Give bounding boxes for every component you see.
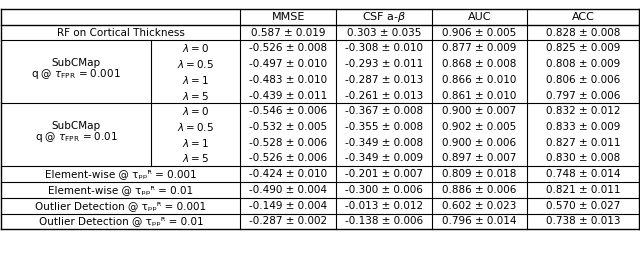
Text: 0.796 ± 0.014: 0.796 ± 0.014 [442, 216, 516, 226]
Text: $\lambda = 0$: $\lambda = 0$ [182, 105, 209, 117]
Text: -0.528 ± 0.006: -0.528 ± 0.006 [249, 138, 327, 148]
Text: Element-wise @ τₚₚᴿ = 0.001: Element-wise @ τₚₚᴿ = 0.001 [45, 169, 196, 179]
Text: -0.308 ± 0.010: -0.308 ± 0.010 [345, 43, 423, 53]
Text: $\lambda = 1$: $\lambda = 1$ [182, 74, 209, 86]
Text: -0.349 ± 0.008: -0.349 ± 0.008 [345, 138, 423, 148]
Text: 0.827 ± 0.011: 0.827 ± 0.011 [546, 138, 620, 148]
Text: 0.897 ± 0.007: 0.897 ± 0.007 [442, 154, 516, 164]
Text: -0.526 ± 0.008: -0.526 ± 0.008 [249, 43, 327, 53]
Text: $\lambda = 0.5$: $\lambda = 0.5$ [177, 58, 214, 70]
Text: 0.830 ± 0.008: 0.830 ± 0.008 [546, 154, 620, 164]
Text: 0.902 ± 0.005: 0.902 ± 0.005 [442, 122, 516, 132]
Text: 0.833 ± 0.009: 0.833 ± 0.009 [546, 122, 620, 132]
Text: SubCMap: SubCMap [52, 58, 101, 68]
Text: 0.825 ± 0.009: 0.825 ± 0.009 [546, 43, 620, 53]
Text: q @ $\tau_{\mathrm{FPR}}$ = 0.001: q @ $\tau_{\mathrm{FPR}}$ = 0.001 [31, 68, 121, 81]
Text: 0.861 ± 0.010: 0.861 ± 0.010 [442, 91, 516, 101]
Text: 0.886 ± 0.006: 0.886 ± 0.006 [442, 185, 516, 195]
Text: -0.261 ± 0.013: -0.261 ± 0.013 [344, 91, 423, 101]
Text: -0.526 ± 0.006: -0.526 ± 0.006 [249, 154, 327, 164]
Text: CSF a-$\beta$: CSF a-$\beta$ [362, 10, 406, 24]
Text: -0.439 ± 0.011: -0.439 ± 0.011 [249, 91, 327, 101]
Text: 0.868 ± 0.008: 0.868 ± 0.008 [442, 59, 516, 69]
Text: 0.808 ± 0.009: 0.808 ± 0.009 [546, 59, 620, 69]
Text: 0.821 ± 0.011: 0.821 ± 0.011 [546, 185, 620, 195]
Text: -0.201 ± 0.007: -0.201 ± 0.007 [345, 169, 423, 179]
Text: $\lambda = 1$: $\lambda = 1$ [182, 137, 209, 149]
Text: Outlier Detection @ τₚₚᴿ = 0.001: Outlier Detection @ τₚₚᴿ = 0.001 [35, 201, 207, 211]
Text: 0.738 ± 0.013: 0.738 ± 0.013 [546, 216, 620, 226]
Text: -0.287 ± 0.013: -0.287 ± 0.013 [344, 75, 423, 85]
Text: q @ $\tau_{\mathrm{FPR}}$ = 0.01: q @ $\tau_{\mathrm{FPR}}$ = 0.01 [35, 130, 118, 144]
Text: 0.602 ± 0.023: 0.602 ± 0.023 [442, 201, 516, 211]
Text: Outlier Detection @ τₚₚᴿ = 0.01: Outlier Detection @ τₚₚᴿ = 0.01 [38, 216, 203, 226]
Text: 0.906 ± 0.005: 0.906 ± 0.005 [442, 28, 516, 38]
Text: 0.828 ± 0.008: 0.828 ± 0.008 [546, 28, 620, 38]
Text: 0.797 ± 0.006: 0.797 ± 0.006 [546, 91, 620, 101]
Text: 0.877 ± 0.009: 0.877 ± 0.009 [442, 43, 516, 53]
Text: -0.349 ± 0.009: -0.349 ± 0.009 [345, 154, 423, 164]
Text: -0.424 ± 0.010: -0.424 ± 0.010 [249, 169, 327, 179]
Text: -0.355 ± 0.008: -0.355 ± 0.008 [345, 122, 423, 132]
Text: 0.866 ± 0.010: 0.866 ± 0.010 [442, 75, 516, 85]
Text: -0.497 ± 0.010: -0.497 ± 0.010 [249, 59, 327, 69]
Text: $\lambda = 0$: $\lambda = 0$ [182, 42, 209, 54]
Text: 0.303 ± 0.035: 0.303 ± 0.035 [346, 28, 421, 38]
Text: $\lambda = 5$: $\lambda = 5$ [182, 153, 209, 164]
Text: Element-wise @ τₚₚᴿ = 0.01: Element-wise @ τₚₚᴿ = 0.01 [48, 185, 193, 195]
Text: -0.367 ± 0.008: -0.367 ± 0.008 [345, 106, 423, 116]
Text: 0.832 ± 0.012: 0.832 ± 0.012 [546, 106, 620, 116]
Text: SubCMap: SubCMap [52, 121, 101, 131]
Text: -0.300 ± 0.006: -0.300 ± 0.006 [345, 185, 422, 195]
Text: -0.293 ± 0.011: -0.293 ± 0.011 [344, 59, 423, 69]
Text: ACC: ACC [572, 12, 595, 22]
Text: -0.287 ± 0.002: -0.287 ± 0.002 [249, 216, 327, 226]
Text: 0.748 ± 0.014: 0.748 ± 0.014 [546, 169, 620, 179]
Text: AUC: AUC [468, 12, 491, 22]
Text: -0.490 ± 0.004: -0.490 ± 0.004 [249, 185, 327, 195]
Text: RF on Cortical Thickness: RF on Cortical Thickness [57, 28, 185, 38]
Text: 0.900 ± 0.006: 0.900 ± 0.006 [442, 138, 516, 148]
Text: MMSE: MMSE [271, 12, 305, 22]
Text: -0.546 ± 0.006: -0.546 ± 0.006 [249, 106, 327, 116]
Text: 0.806 ± 0.006: 0.806 ± 0.006 [546, 75, 620, 85]
Text: $\lambda = 5$: $\lambda = 5$ [182, 90, 209, 102]
Text: 0.587 ± 0.019: 0.587 ± 0.019 [251, 28, 325, 38]
Text: -0.138 ± 0.006: -0.138 ± 0.006 [345, 216, 423, 226]
Text: 0.900 ± 0.007: 0.900 ± 0.007 [442, 106, 516, 116]
Text: -0.013 ± 0.012: -0.013 ± 0.012 [345, 201, 423, 211]
Text: 0.809 ± 0.018: 0.809 ± 0.018 [442, 169, 516, 179]
Text: -0.149 ± 0.004: -0.149 ± 0.004 [249, 201, 327, 211]
Text: $\lambda = 0.5$: $\lambda = 0.5$ [177, 121, 214, 133]
Text: -0.532 ± 0.005: -0.532 ± 0.005 [249, 122, 327, 132]
Text: 0.570 ± 0.027: 0.570 ± 0.027 [546, 201, 620, 211]
Text: -0.483 ± 0.010: -0.483 ± 0.010 [249, 75, 327, 85]
